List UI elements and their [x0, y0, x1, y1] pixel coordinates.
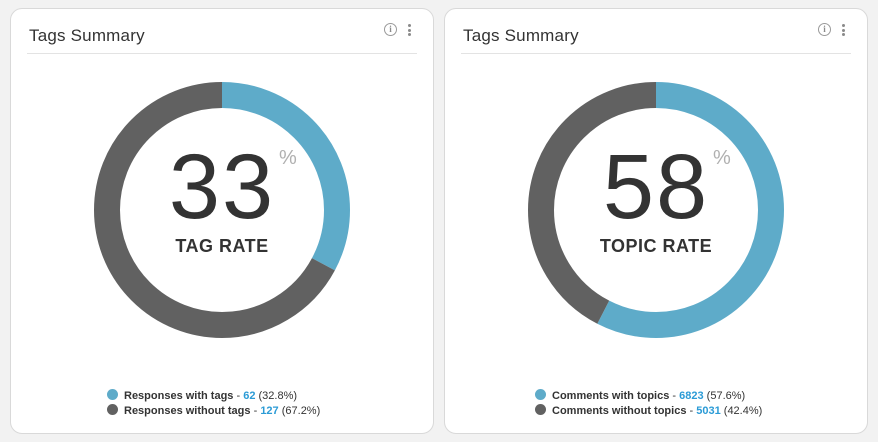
legend-dot-accent: [535, 389, 546, 400]
card-title: Tags Summary: [463, 26, 579, 45]
legend-percent: (32.8%): [258, 390, 298, 402]
legend-percent: (42.4%): [723, 405, 763, 417]
info-icon[interactable]: i: [818, 23, 831, 36]
legend-item-with-topics[interactable]: Comments with topics - 6823 (57.6%): [535, 389, 762, 404]
card-header: Tags Summary i: [461, 9, 851, 54]
tags-summary-card: Tags Summary i 33 % TAG RATE Responses w…: [10, 8, 434, 434]
donut-chart: 33 % TAG RATE: [93, 81, 351, 339]
legend-dot-dark: [535, 404, 546, 415]
legend-count[interactable]: 127: [260, 405, 279, 417]
legend-item-without-tags[interactable]: Responses without tags - 127 (67.2%): [107, 404, 320, 419]
card-title: Tags Summary: [29, 26, 145, 45]
donut-svg: [528, 82, 784, 338]
tags-summary-card: Tags Summary i 58 % TOPIC RATE Comments …: [444, 8, 868, 434]
chart-legend: Responses with tags - 62 (32.8%) Respons…: [107, 389, 320, 419]
legend-percent: (67.2%): [281, 405, 321, 417]
legend-label: Responses without tags: [124, 405, 251, 417]
more-options-icon[interactable]: [408, 24, 412, 36]
percent-sign: %: [279, 147, 297, 169]
rate-label: TOPIC RATE: [599, 236, 713, 256]
donut-slice-dark[interactable]: [528, 82, 784, 338]
legend-separator: -: [250, 405, 261, 417]
legend-item-without-topics[interactable]: Comments without topics - 5031 (42.4%): [535, 404, 762, 419]
legend-label: Responses with tags: [124, 390, 234, 402]
legend-percent: (57.6%): [706, 390, 746, 402]
card-header: Tags Summary i: [27, 9, 417, 54]
legend-separator: -: [669, 390, 680, 402]
chart-legend: Comments with topics - 6823 (57.6%) Comm…: [535, 389, 762, 419]
legend-separator: -: [233, 390, 244, 402]
legend-count[interactable]: 5031: [696, 405, 721, 417]
legend-count[interactable]: 62: [243, 390, 256, 402]
rate-value: 58: [602, 136, 710, 238]
legend-label: Comments without topics: [552, 405, 687, 417]
legend-dot-dark: [107, 404, 118, 415]
percent-sign: %: [713, 147, 731, 169]
legend-item-with-tags[interactable]: Responses with tags - 62 (32.8%): [107, 389, 320, 404]
legend-dot-accent: [107, 389, 118, 400]
legend-label: Comments with topics: [552, 390, 670, 402]
donut-slice-dark[interactable]: [94, 82, 350, 338]
donut-svg: [94, 82, 350, 338]
more-options-icon[interactable]: [842, 24, 846, 36]
legend-count[interactable]: 6823: [679, 390, 704, 402]
rate-label: TAG RATE: [175, 236, 269, 256]
donut-chart: 58 % TOPIC RATE: [527, 81, 785, 339]
rate-value: 33: [168, 136, 276, 238]
legend-separator: -: [686, 405, 697, 417]
info-icon[interactable]: i: [384, 23, 397, 36]
